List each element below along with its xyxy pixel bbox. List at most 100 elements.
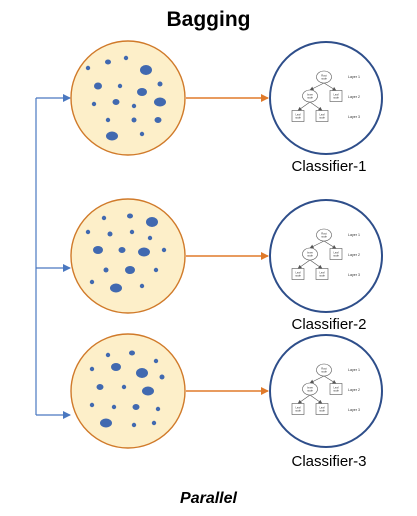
tree-edge bbox=[297, 259, 311, 269]
data-point bbox=[96, 384, 104, 390]
inner-node bbox=[302, 382, 318, 396]
data-point bbox=[140, 65, 152, 75]
data-point bbox=[139, 283, 145, 289]
data-point bbox=[107, 231, 113, 237]
layer-label: Layer 3 bbox=[348, 273, 360, 277]
tree-edge bbox=[309, 240, 325, 249]
leaf-node bbox=[329, 383, 343, 395]
classifier-label-1: Classifier-1 bbox=[291, 158, 367, 175]
inner-node-label: Inner node bbox=[307, 386, 313, 393]
bootstrap-sample-3 bbox=[70, 333, 186, 449]
leaf-node bbox=[329, 90, 343, 102]
data-point bbox=[125, 266, 135, 274]
classifier-3 bbox=[269, 334, 383, 448]
root-node bbox=[316, 363, 332, 377]
decision-tree-3: Root node Inner node Leaf node Leaf node Leaf nod… bbox=[291, 363, 360, 415]
layer-label: Layer 1 bbox=[348, 233, 360, 237]
data-point bbox=[111, 404, 117, 410]
data-point bbox=[131, 117, 137, 123]
inner-node-label: Inner node bbox=[307, 251, 313, 258]
leaf-node bbox=[315, 268, 329, 280]
data-point bbox=[155, 406, 161, 412]
diagram-title: Bagging bbox=[166, 8, 251, 31]
data-point bbox=[121, 384, 127, 390]
data-point bbox=[85, 229, 91, 235]
data-point bbox=[93, 246, 103, 254]
leaf-node bbox=[291, 110, 305, 122]
leaf-node-label: Leaf node bbox=[319, 271, 325, 278]
tree-edge bbox=[309, 259, 323, 269]
tree-edge bbox=[323, 375, 337, 384]
data-point bbox=[105, 352, 111, 358]
leaf-node-label: Leaf node bbox=[333, 93, 339, 100]
data-point bbox=[123, 55, 129, 61]
data-point bbox=[100, 418, 112, 428]
tree-edge bbox=[309, 394, 323, 404]
tree-edge bbox=[297, 394, 311, 404]
sample-points-2 bbox=[85, 213, 167, 293]
data-point bbox=[89, 279, 95, 285]
layer-label: Layer 2 bbox=[348, 388, 360, 392]
inner-node-label: Inner node bbox=[307, 93, 313, 100]
data-point bbox=[117, 83, 123, 89]
data-point bbox=[91, 101, 97, 107]
layer-label: Layer 1 bbox=[348, 368, 360, 372]
layer-label: Layer 2 bbox=[348, 253, 360, 257]
leaf-node bbox=[329, 248, 343, 260]
layer-label: Layer 3 bbox=[348, 408, 360, 412]
leaf-node bbox=[291, 403, 305, 415]
data-point bbox=[159, 374, 165, 380]
leaf-node-label: Leaf node bbox=[295, 113, 301, 120]
decision-tree-1: Root node Inner node Leaf node Leaf node Leaf nod… bbox=[291, 70, 360, 122]
classifier-label-3: Classifier-3 bbox=[291, 453, 367, 470]
data-point bbox=[153, 267, 159, 273]
data-point bbox=[131, 422, 137, 428]
tree-edge bbox=[309, 101, 323, 111]
data-point bbox=[106, 131, 118, 141]
classifier-1 bbox=[269, 41, 383, 155]
data-point bbox=[146, 217, 158, 227]
row-3: Root node Inner node Leaf node Leaf node Leaf nod… bbox=[70, 333, 383, 449]
decision-tree-2: Root node Inner node Leaf node Leaf node Leaf nod… bbox=[291, 228, 360, 280]
data-point bbox=[129, 229, 135, 235]
data-point bbox=[112, 99, 120, 105]
row-1: Root node Inner node Leaf node Leaf node Leaf nod… bbox=[70, 40, 383, 156]
leaf-node bbox=[315, 110, 329, 122]
data-point bbox=[110, 283, 122, 293]
root-node-label: Root node bbox=[321, 74, 327, 81]
data-point bbox=[101, 215, 107, 221]
classifier-label-2: Classifier-2 bbox=[291, 316, 367, 333]
parallel-label: Parallel bbox=[180, 490, 237, 507]
leaf-node-label: Leaf node bbox=[333, 386, 339, 393]
tree-edge bbox=[323, 240, 337, 249]
root-node-label: Root node bbox=[321, 232, 327, 239]
leaf-node bbox=[315, 403, 329, 415]
layer-label: Layer 2 bbox=[348, 95, 360, 99]
data-point bbox=[132, 404, 140, 410]
leaf-node-label: Leaf node bbox=[333, 251, 339, 258]
data-point bbox=[142, 386, 154, 396]
data-point bbox=[136, 368, 148, 378]
data-point bbox=[157, 81, 163, 87]
leaf-node-label: Leaf node bbox=[295, 406, 301, 413]
data-point bbox=[85, 65, 91, 71]
data-point bbox=[89, 366, 95, 372]
data-point bbox=[111, 363, 121, 371]
bootstrap-sample-1 bbox=[70, 40, 186, 156]
inner-node bbox=[302, 247, 318, 261]
inner-node bbox=[302, 89, 318, 103]
data-point bbox=[154, 117, 162, 123]
leaf-node-label: Leaf node bbox=[319, 113, 325, 120]
data-point bbox=[103, 267, 109, 273]
sample-points-3 bbox=[89, 350, 165, 428]
data-point bbox=[118, 247, 126, 253]
data-point bbox=[153, 358, 159, 364]
bootstrap-sample-2 bbox=[70, 198, 186, 314]
data-point bbox=[94, 82, 102, 90]
classifier-2 bbox=[269, 199, 383, 313]
data-point bbox=[154, 97, 166, 107]
root-node bbox=[316, 228, 332, 242]
tree-edge bbox=[297, 101, 311, 111]
data-point bbox=[139, 131, 145, 137]
